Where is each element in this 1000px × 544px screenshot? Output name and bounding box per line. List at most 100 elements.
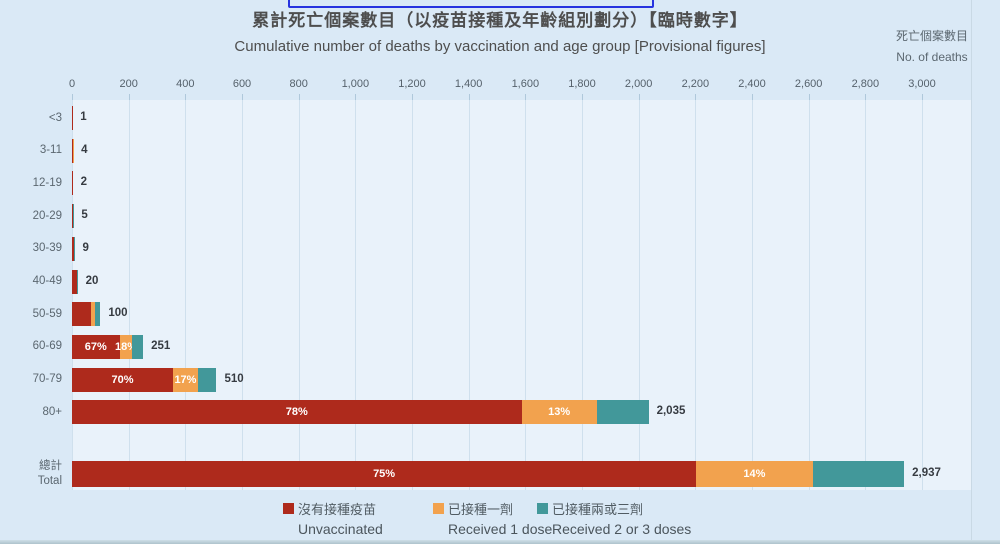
bar-row (72, 171, 73, 196)
axis-unit-zh: 死亡個案數目 (895, 29, 968, 43)
gridline (695, 100, 697, 490)
bar-total-label: 1 (80, 111, 87, 123)
gridline (922, 100, 923, 490)
category-label: 40-49 (32, 275, 62, 287)
bar-segment-one_dose (90, 302, 95, 327)
chart-title-zh: 累計死亡個案數目（以疫苗接種及年齡組別劃分）【臨時數字】 (252, 11, 748, 30)
bar-segment-unvaccinated (72, 302, 91, 327)
segment-pct-label: 75% (373, 468, 396, 480)
category-label: 20-29 (32, 209, 62, 222)
legend-swatch-icon (283, 503, 294, 514)
x-tick-label: 2,400 (738, 78, 766, 90)
chart-title-en: Cumulative number of deaths by vaccinati… (234, 38, 766, 55)
bar-segment-two_doses (197, 367, 217, 392)
x-tick-mark (865, 94, 867, 101)
gridline (355, 100, 357, 490)
bar-row (72, 269, 78, 294)
bar-row: 75% 14% (72, 461, 905, 487)
category-label: 30-39 (32, 242, 62, 255)
legend-item-unvaccinated: 沒有接種疫苗 Unvaccinated (283, 499, 383, 537)
bar-segment-two_doses (132, 334, 144, 359)
x-tick-label: 1,800 (568, 78, 596, 90)
content-right-border (971, 0, 972, 544)
legend-label-zh: 沒有接種疫苗 (283, 499, 383, 518)
bar-segment-unvaccinated (72, 236, 74, 261)
category-label: 3-11 (39, 144, 62, 157)
category-label: 70-79 (32, 373, 62, 386)
gridline (752, 100, 753, 490)
legend-label-zh: 已接種一劑 (433, 499, 552, 518)
x-tick-mark (695, 94, 697, 101)
x-tick-mark (752, 94, 753, 101)
bar-segment-unvaccinated (72, 138, 73, 163)
x-tick-label: 1,600 (511, 78, 540, 90)
x-tick-mark (525, 94, 527, 101)
gridline (185, 100, 187, 490)
x-tick-label: 2,600 (794, 78, 823, 90)
gridline (525, 100, 527, 490)
legend-label-en: Received 1 dose (448, 521, 553, 537)
category-label: <3 (48, 111, 62, 124)
bar-segment-one_dose: 18% (115, 334, 137, 359)
x-tick-label: 800 (289, 78, 308, 90)
gridline (468, 100, 470, 490)
category-label: 總計 Total (37, 460, 62, 487)
legend-item-one_dose: 已接種一劑 Received 1 dose (433, 499, 552, 537)
gridline (582, 100, 583, 490)
legend-label-zh: 已接種兩或三劑 (537, 499, 691, 518)
bar-segment-two_doses (72, 204, 74, 229)
axis-unit-en: No. of deaths (896, 50, 968, 64)
bar-total-label: 100 (108, 307, 128, 320)
bar-segment-two_doses (812, 461, 905, 487)
bar-segment-unvaccinated: 78% (72, 400, 522, 425)
x-tick-mark (582, 94, 583, 101)
gridline (865, 100, 867, 490)
legend-label-en: Unvaccinated (298, 521, 383, 537)
bar-segment-two_doses (596, 400, 649, 425)
plot-area: 1 4 2 5 9 20 100 67% 18% 251 70% 17% 510 78% 13% 2,035 7… (72, 100, 972, 490)
x-tick-mark (355, 94, 357, 101)
x-tick-mark (808, 94, 810, 101)
window-bottom-edge (0, 540, 1000, 544)
x-tick-label: 0 (68, 78, 76, 90)
bar-total-label: 251 (151, 339, 171, 352)
bar-total-label: 2 (80, 176, 87, 189)
segment-pct-label: 78% (285, 406, 308, 419)
gridline (298, 100, 300, 490)
gridline (638, 100, 640, 490)
bar-segment-one_dose: 17% (173, 367, 198, 392)
bar-segment-unvaccinated: 67% (72, 334, 120, 359)
bar-segment-two_doses (73, 236, 75, 261)
category-label: 60-69 (32, 340, 62, 353)
x-tick-mark (468, 94, 470, 101)
x-tick-label: 1,400 (454, 78, 483, 90)
bar-total-label: 5 (81, 209, 88, 222)
bar-segment-two_doses (77, 269, 78, 294)
bar-total-label: 4 (81, 143, 88, 156)
x-tick-mark (922, 94, 923, 101)
bar-row (72, 236, 75, 261)
segment-pct-label: 70% (111, 373, 134, 386)
bar-segment-unvaccinated: 70% (72, 367, 174, 392)
gridline (128, 100, 130, 490)
x-tick-label: 1,200 (398, 78, 426, 90)
legend-label-en: Received 2 or 3 doses (552, 521, 692, 537)
clipped-focus-box[interactable] (288, 0, 654, 8)
gridline (808, 100, 810, 490)
x-tick-label: 200 (119, 78, 138, 90)
gridline (412, 100, 413, 490)
bar-total-label: 2,937 (912, 467, 941, 479)
legend-swatch-icon (433, 503, 444, 514)
x-tick-mark (185, 94, 187, 101)
bar-segment-one_dose: 13% (521, 400, 597, 425)
bar-row (72, 302, 101, 327)
x-tick-mark (128, 94, 130, 101)
x-tick-mark (638, 94, 640, 101)
gridline (72, 100, 73, 490)
bar-row: 78% 13% (72, 400, 649, 425)
bar-row (72, 204, 74, 229)
segment-pct-label: 13% (548, 406, 571, 419)
bar-row: 70% 17% (72, 367, 217, 392)
x-tick-label: 600 (232, 78, 252, 90)
